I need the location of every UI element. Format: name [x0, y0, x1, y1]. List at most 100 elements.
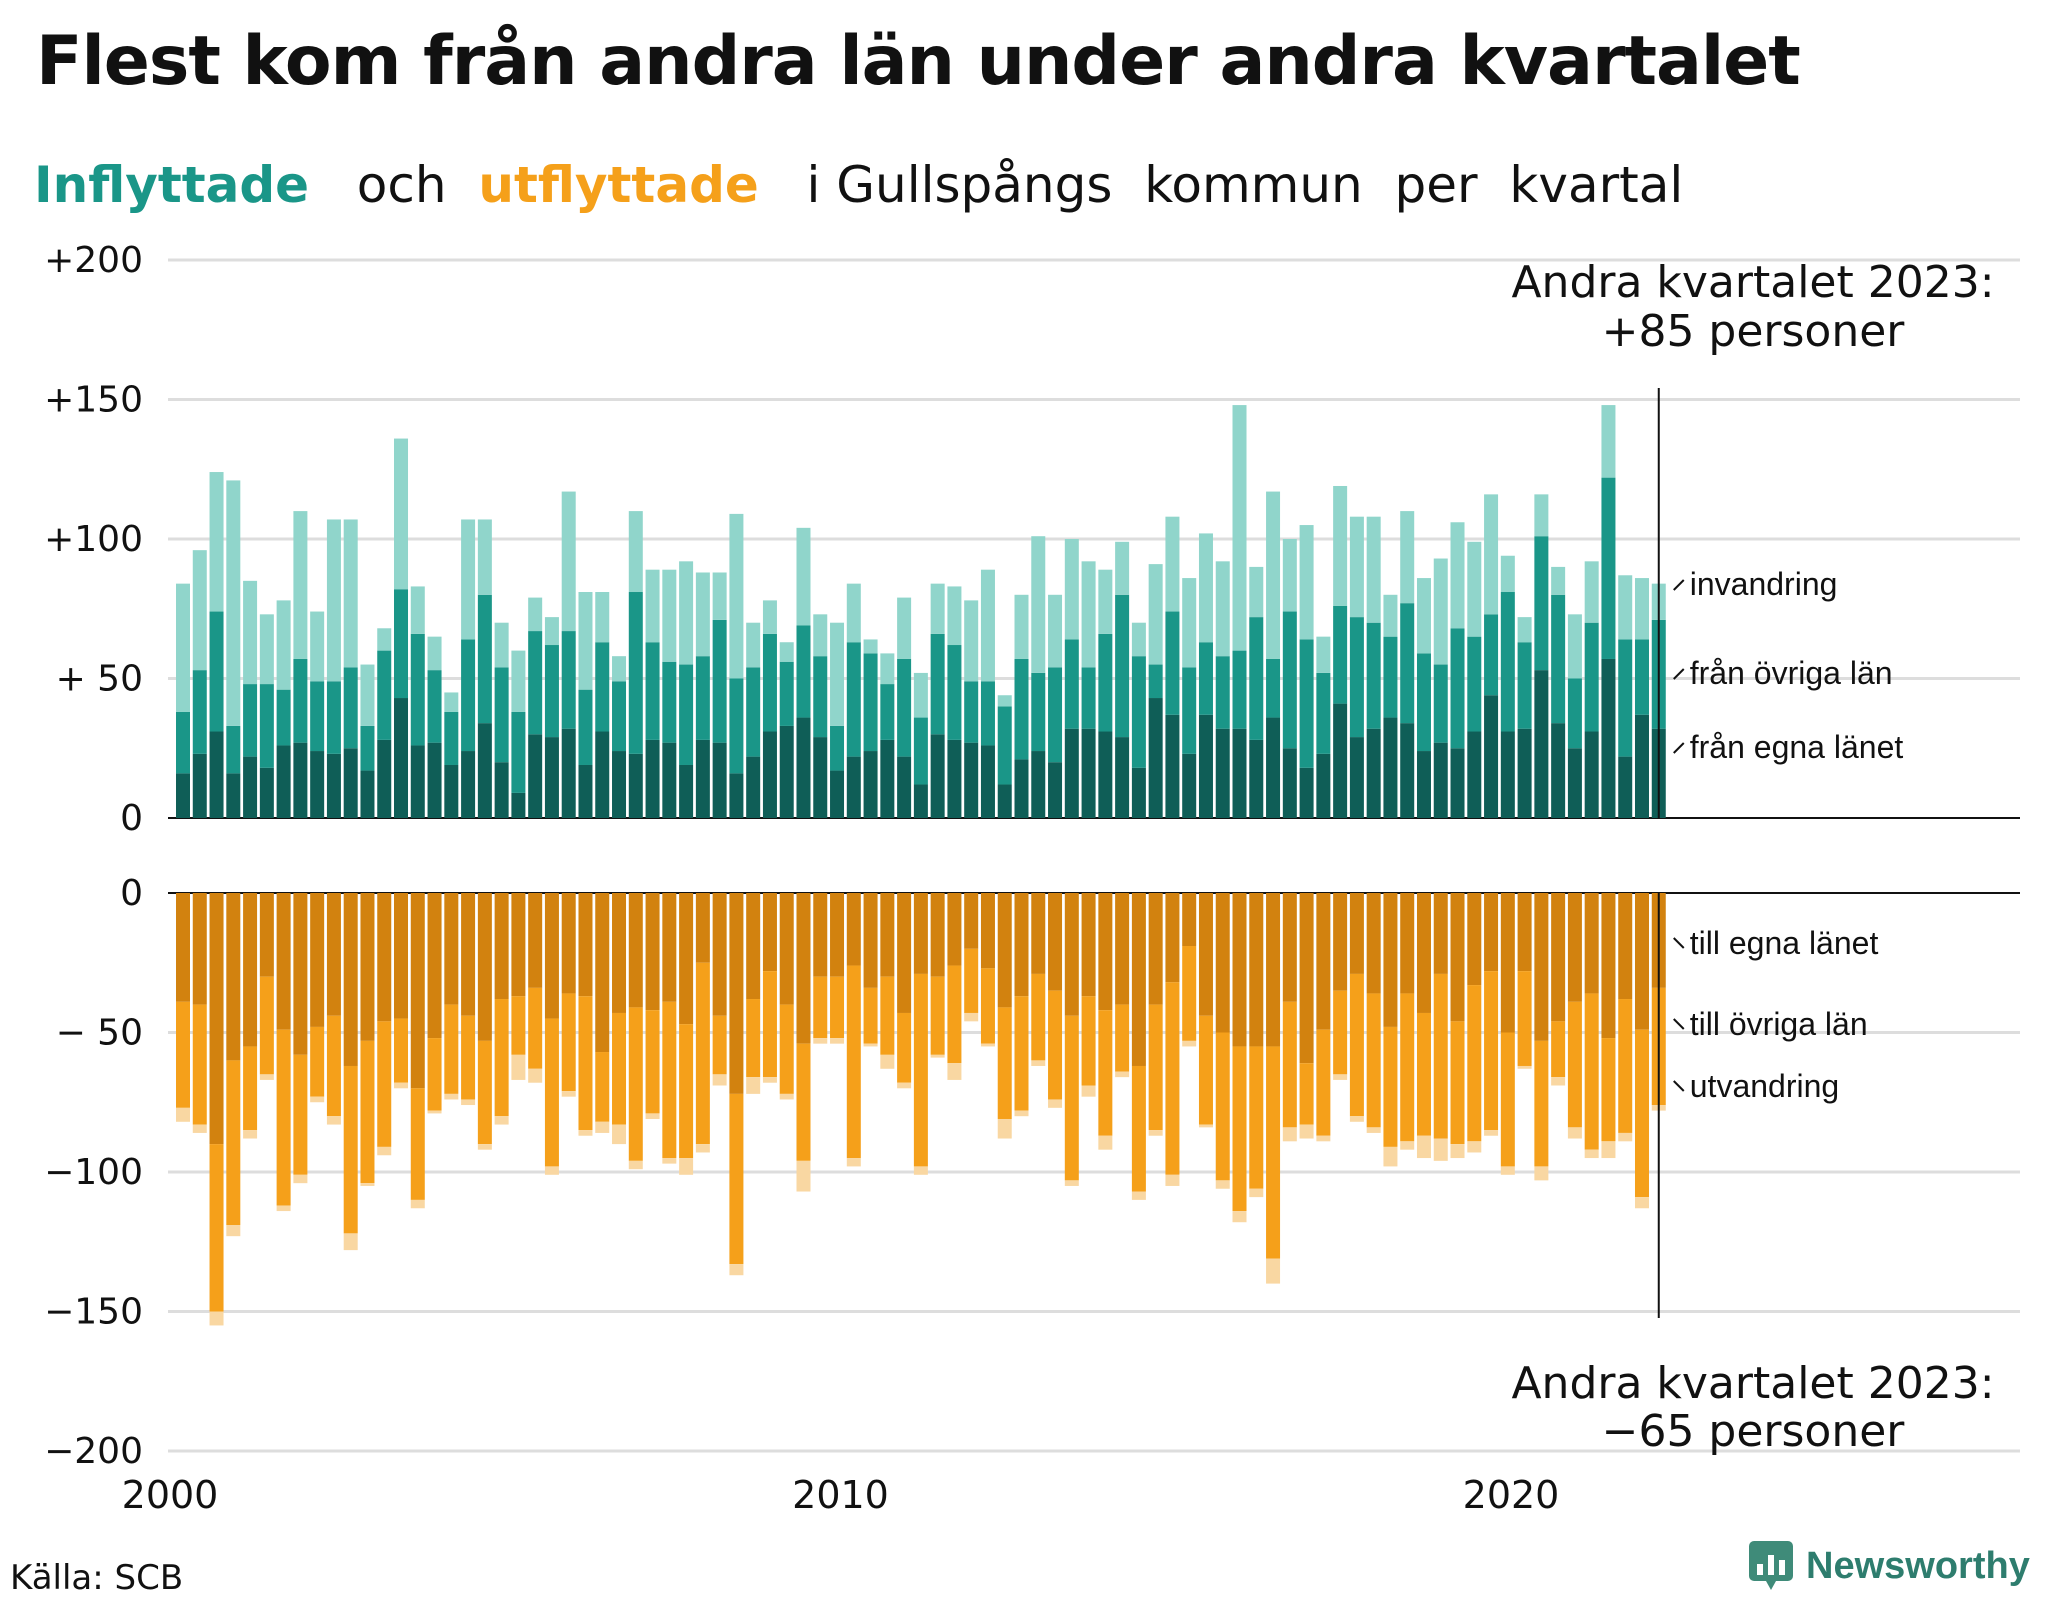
- bar-out-2: [494, 1116, 509, 1125]
- bar-in-2: [1349, 516, 1364, 618]
- bar-out-2: [511, 1054, 526, 1080]
- bar-in-2: [410, 586, 425, 634]
- bar-in-0: [1064, 728, 1079, 818]
- bar-out-1: [1517, 971, 1532, 1066]
- bar-out-0: [1215, 893, 1230, 1033]
- bar-in-0: [1198, 714, 1213, 818]
- bar-out-2: [1266, 1258, 1281, 1284]
- bar-in-1: [846, 642, 861, 757]
- label-leader: [1673, 1018, 1685, 1030]
- bar-in-2: [1500, 555, 1515, 593]
- bar-out-1: [913, 973, 928, 1167]
- bar-out-2: [1433, 1138, 1448, 1161]
- bar-out-1: [1567, 1001, 1582, 1128]
- bar-in-1: [1534, 536, 1549, 671]
- annotations: Andra kvartalet 2023: +85 personer Andra…: [1511, 257, 1994, 1457]
- bar-in-1: [712, 619, 727, 743]
- bar-in-1: [1400, 603, 1415, 724]
- bar-in-0: [1349, 737, 1364, 818]
- bar-out-1: [729, 1093, 744, 1265]
- bar-out-2: [1333, 1074, 1348, 1080]
- bar-out-2: [310, 1096, 325, 1103]
- bar-in-1: [1349, 617, 1364, 738]
- bar-out-1: [813, 976, 828, 1039]
- bar-in-0: [578, 764, 593, 818]
- bar-in-1: [628, 592, 643, 754]
- bar-out-2: [897, 1082, 912, 1089]
- bar-out-0: [679, 893, 694, 1025]
- bar-in-0: [377, 739, 392, 818]
- bar-out-1: [612, 1012, 627, 1125]
- bar-out-1: [1048, 990, 1063, 1100]
- bar-in-2: [1333, 485, 1348, 606]
- bar-out-0: [176, 893, 190, 1002]
- bar-in-2: [1484, 494, 1499, 615]
- bar-in-1: [410, 633, 425, 746]
- bar-out-1: [628, 1007, 643, 1161]
- bar-in-2: [1182, 578, 1197, 668]
- bar-out-0: [1299, 893, 1314, 1064]
- bar-in-2: [1416, 578, 1431, 654]
- bar-in-0: [1500, 731, 1515, 818]
- bar-in-0: [293, 742, 308, 818]
- bar-out-1: [947, 965, 962, 1064]
- bar-in-0: [595, 731, 610, 818]
- bar-out-1: [1366, 993, 1381, 1128]
- bar-in-1: [1467, 636, 1482, 732]
- bar-in-0: [695, 739, 710, 818]
- bar-out-0: [1131, 893, 1146, 1066]
- bar-in-2: [897, 597, 912, 659]
- bar-in-2: [1115, 541, 1130, 595]
- bar-in-2: [813, 614, 828, 657]
- bar-out-0: [1115, 893, 1130, 1005]
- bar-out-2: [259, 1074, 274, 1080]
- bar-in-2: [1517, 617, 1532, 643]
- bar-out-0: [628, 893, 643, 1008]
- bar-out-1: [1618, 999, 1633, 1133]
- bar-out-0: [326, 893, 341, 1016]
- bar-in-1: [209, 611, 224, 732]
- bar-in-1: [192, 670, 207, 754]
- bar-in-2: [913, 672, 928, 718]
- bar-out-1: [494, 999, 509, 1117]
- bar-in-2: [779, 642, 794, 662]
- bar-out-1: [746, 999, 761, 1078]
- bar-out-1: [326, 1015, 341, 1117]
- bar-in-0: [830, 770, 845, 818]
- bar-in-0: [1282, 748, 1297, 818]
- bar-in-2: [1282, 539, 1297, 612]
- bar-in-2: [1383, 594, 1398, 637]
- bar-in-1: [310, 681, 325, 752]
- bar-out-2: [343, 1233, 358, 1251]
- bar-out-2: [293, 1174, 308, 1184]
- bar-in-0: [394, 698, 409, 818]
- bar-in-1: [1031, 672, 1046, 752]
- bar-out-1: [176, 1001, 190, 1108]
- bar-in-0: [1148, 698, 1163, 818]
- bar-out-1: [226, 1060, 241, 1226]
- bar-in-2: [762, 600, 777, 634]
- bar-in-1: [1433, 664, 1448, 743]
- bar-in-2: [662, 569, 677, 662]
- label-leader: [1673, 937, 1685, 949]
- series-label-in: invandring: [1690, 566, 1838, 602]
- bar-in-2: [964, 600, 979, 682]
- bar-out-1: [762, 971, 777, 1078]
- bar-in-2: [746, 622, 761, 668]
- bar-out-0: [997, 893, 1012, 1008]
- bars-bottom: [176, 893, 1666, 1326]
- bar-out-1: [695, 962, 710, 1145]
- bar-out-1: [511, 996, 526, 1055]
- bar-out-2: [209, 1311, 224, 1326]
- bar-out-2: [394, 1082, 409, 1089]
- bar-in-0: [1081, 728, 1096, 818]
- bar-out-0: [712, 893, 727, 1016]
- bar-in-2: [259, 614, 274, 685]
- bar-in-0: [880, 739, 895, 818]
- bar-in-1: [377, 650, 392, 740]
- bar-in-2: [360, 664, 375, 726]
- bar-in-1: [947, 645, 962, 740]
- bar-out-1: [1534, 1040, 1549, 1167]
- bar-out-2: [947, 1063, 962, 1080]
- bar-in-1: [913, 717, 928, 785]
